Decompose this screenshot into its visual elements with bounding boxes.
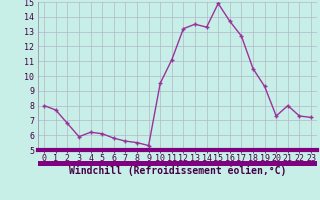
X-axis label: Windchill (Refroidissement éolien,°C): Windchill (Refroidissement éolien,°C) — [69, 166, 286, 176]
